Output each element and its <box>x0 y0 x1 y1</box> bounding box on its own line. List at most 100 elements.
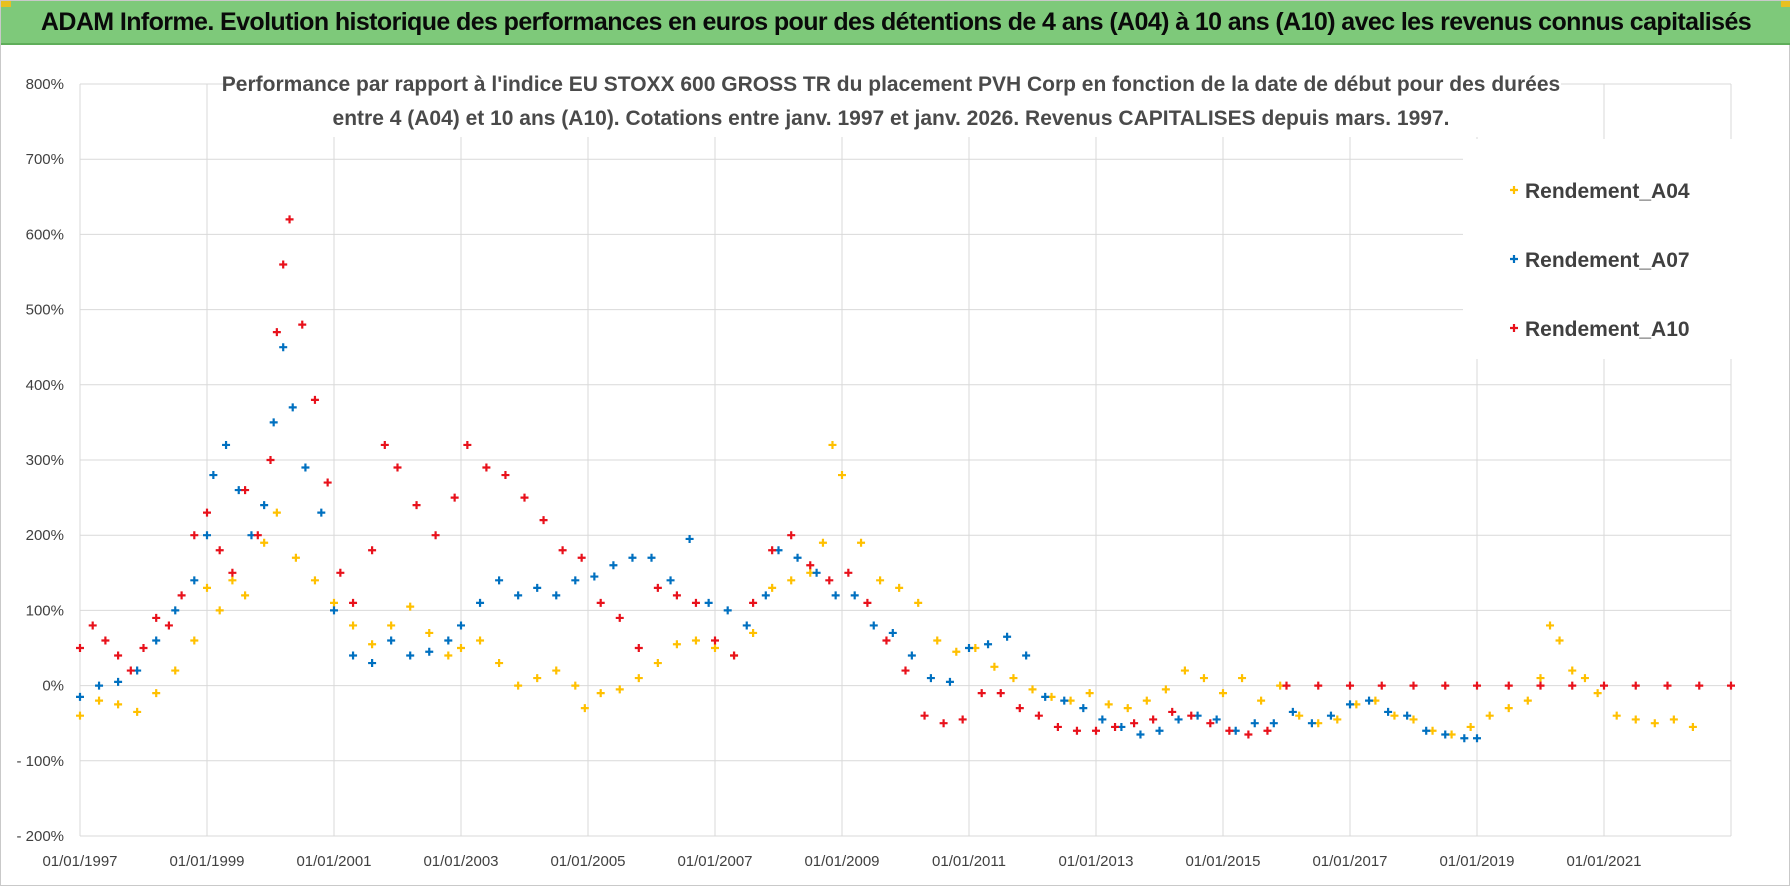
data-point <box>476 636 485 645</box>
data-point <box>1403 711 1412 720</box>
data-point <box>1060 696 1069 705</box>
data-point <box>1568 666 1577 675</box>
data-point <box>310 395 319 404</box>
data-point <box>615 685 624 694</box>
data-point <box>533 583 542 592</box>
data-point <box>615 613 624 622</box>
data-point <box>1225 726 1234 735</box>
data-point <box>653 583 662 592</box>
data-point <box>1149 715 1158 724</box>
data-point <box>126 666 135 675</box>
data-point <box>177 591 186 600</box>
data-point <box>1568 681 1577 690</box>
data-point <box>288 403 297 412</box>
chart-title-line1: Performance par rapport à l'indice EU ST… <box>222 73 1560 96</box>
data-point <box>825 576 834 585</box>
data-point <box>1504 704 1513 713</box>
data-point <box>203 531 211 540</box>
data-point <box>164 621 173 630</box>
data-point <box>1346 681 1354 690</box>
data-point <box>215 606 224 615</box>
data-point <box>1536 681 1545 690</box>
legend-label: Rendement_A04 <box>1525 180 1690 203</box>
data-point <box>647 553 656 562</box>
data-point <box>310 576 319 585</box>
data-point <box>1022 651 1031 660</box>
data-point <box>1212 715 1221 724</box>
data-point <box>1009 674 1018 683</box>
data-point <box>806 561 815 570</box>
data-point <box>1072 726 1081 735</box>
data-point <box>444 636 453 645</box>
data-point <box>672 640 681 649</box>
data-point <box>425 647 434 656</box>
data-point <box>1326 711 1335 720</box>
data-point <box>1288 707 1297 716</box>
data-point <box>1409 681 1418 690</box>
data-point <box>1053 722 1062 731</box>
data-point <box>330 598 338 607</box>
data-point <box>272 508 281 517</box>
data-point <box>1015 704 1024 713</box>
data-point <box>711 636 719 645</box>
data-point <box>945 677 954 686</box>
data-point <box>628 553 637 562</box>
data-point <box>895 583 904 592</box>
data-point <box>1238 674 1247 683</box>
data-point <box>1631 715 1640 724</box>
data-point <box>577 553 586 562</box>
data-point <box>691 598 700 607</box>
data-point <box>558 546 567 555</box>
data-point <box>691 636 700 645</box>
data-point <box>793 553 802 562</box>
data-point <box>1593 689 1602 698</box>
series-Rendement_A10 <box>76 215 1735 739</box>
x-tick-label: 01/01/1997 <box>42 853 117 870</box>
data-point <box>260 501 269 510</box>
data-point <box>406 602 415 611</box>
data-point <box>317 508 326 517</box>
data-point <box>1663 681 1672 690</box>
data-point <box>215 546 224 555</box>
data-point <box>412 501 421 510</box>
data-point <box>482 463 491 472</box>
y-tick-label: - 200% <box>16 828 64 845</box>
data-point <box>1092 726 1100 735</box>
x-tick-label: 01/01/2003 <box>423 853 498 870</box>
data-point <box>863 598 872 607</box>
data-point <box>552 591 561 600</box>
data-point <box>844 568 853 577</box>
data-point <box>1034 711 1043 720</box>
data-point <box>1180 666 1189 675</box>
legend-box <box>1463 139 1733 359</box>
data-point <box>1390 711 1399 720</box>
data-point <box>571 681 580 690</box>
data-point <box>609 561 618 570</box>
x-tick-label: 01/01/2017 <box>1312 853 1387 870</box>
data-point <box>152 613 161 622</box>
data-point <box>279 260 288 269</box>
data-point <box>457 621 465 630</box>
data-point <box>1098 715 1107 724</box>
data-point <box>266 456 275 464</box>
data-point <box>1688 722 1697 731</box>
data-point <box>1257 696 1266 705</box>
data-point <box>1123 704 1132 713</box>
y-tick-label: 800% <box>26 76 64 93</box>
data-point <box>939 719 948 728</box>
data-point <box>723 606 732 615</box>
x-tick-label: 01/01/2007 <box>677 853 752 870</box>
data-point <box>457 644 465 652</box>
data-point <box>514 591 523 600</box>
data-point <box>1523 696 1532 705</box>
data-point <box>1612 711 1621 720</box>
data-point <box>711 644 719 652</box>
data-point <box>323 478 332 487</box>
data-point <box>831 591 840 600</box>
data-point <box>1384 707 1393 716</box>
data-point <box>431 531 440 540</box>
x-tick-label: 01/01/2005 <box>550 853 625 870</box>
data-point <box>76 644 84 652</box>
data-point <box>349 651 358 660</box>
data-point <box>1206 719 1215 728</box>
